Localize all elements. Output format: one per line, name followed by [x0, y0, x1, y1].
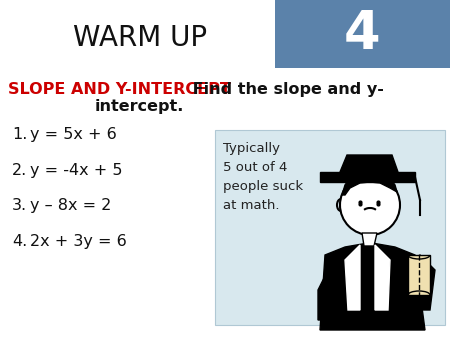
Text: 3.: 3.: [12, 198, 27, 213]
Polygon shape: [320, 172, 415, 182]
Text: y – 8x = 2: y – 8x = 2: [30, 198, 112, 213]
Text: 4: 4: [344, 8, 381, 60]
Polygon shape: [408, 255, 430, 295]
Polygon shape: [345, 245, 360, 310]
FancyBboxPatch shape: [275, 0, 450, 68]
Polygon shape: [375, 245, 390, 310]
Polygon shape: [318, 270, 345, 320]
Text: Find the slope and y-: Find the slope and y-: [187, 82, 384, 97]
Polygon shape: [342, 174, 397, 195]
Text: 2x + 3y = 6: 2x + 3y = 6: [30, 234, 127, 249]
Text: intercept.: intercept.: [95, 99, 184, 114]
Text: 2.: 2.: [12, 163, 27, 178]
FancyBboxPatch shape: [215, 130, 445, 325]
Text: y = 5x + 6: y = 5x + 6: [30, 127, 117, 142]
Circle shape: [340, 175, 400, 235]
Text: Typically
5 out of 4
people suck
at math.: Typically 5 out of 4 people suck at math…: [223, 142, 303, 212]
Text: SLOPE AND Y-INTERCEPT: SLOPE AND Y-INTERCEPT: [8, 82, 231, 97]
Polygon shape: [362, 233, 377, 246]
Text: y = -4x + 5: y = -4x + 5: [30, 163, 122, 178]
Polygon shape: [320, 243, 425, 330]
Text: 1.: 1.: [12, 127, 27, 142]
Polygon shape: [340, 155, 398, 172]
Text: WARM UP: WARM UP: [73, 24, 207, 52]
Polygon shape: [390, 255, 435, 310]
Text: 4.: 4.: [12, 234, 27, 249]
